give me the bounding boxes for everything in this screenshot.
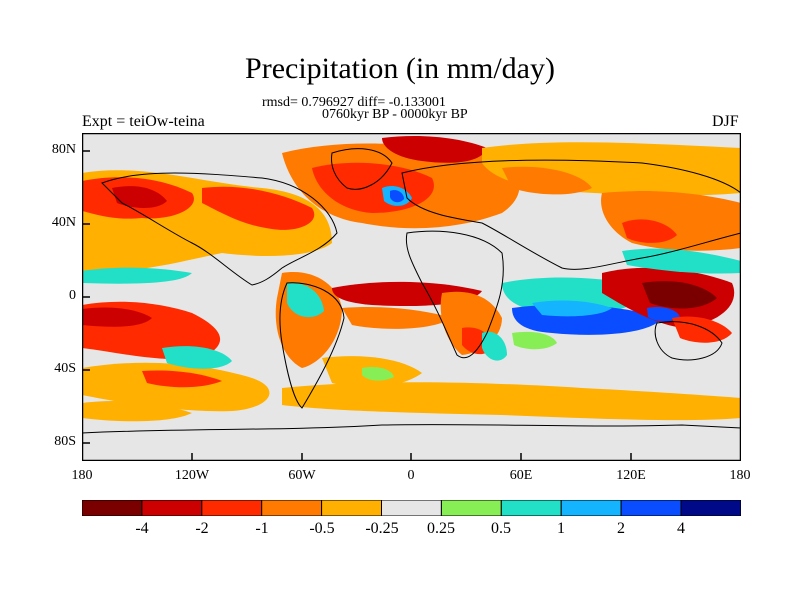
coastlines bbox=[82, 148, 741, 434]
japan-red bbox=[622, 219, 677, 243]
lat-tick-40s: 40S bbox=[54, 361, 76, 376]
experiment-label: Expt = teiOw-teina bbox=[82, 113, 205, 130]
indian-ocean-light-blue bbox=[532, 300, 612, 317]
lon-tick-120e: 120E bbox=[616, 468, 646, 483]
precipitation-map bbox=[82, 133, 741, 461]
colorbar-box-2 bbox=[141, 500, 203, 516]
africa-coast bbox=[405, 230, 504, 359]
siberia-orange bbox=[502, 166, 592, 195]
madagascar-cyan bbox=[482, 331, 507, 361]
tropical-pacific-cyan bbox=[82, 267, 192, 284]
lon-tick-60w: 60W bbox=[288, 468, 316, 483]
south-america-coast bbox=[279, 282, 345, 409]
south-america-cyan bbox=[287, 282, 324, 318]
antarctica-coast bbox=[82, 424, 741, 434]
colorbar-label-8: 1 bbox=[557, 520, 565, 537]
australia-coast bbox=[654, 321, 723, 361]
western-pacific-cyan bbox=[622, 248, 741, 274]
southwest-pacific-orange bbox=[82, 401, 192, 422]
colorbar-box-4 bbox=[261, 500, 323, 516]
colorbar-box-10 bbox=[620, 500, 682, 516]
plot-title: Precipitation (in mm/day) bbox=[245, 52, 555, 85]
south-pacific-red-stripe bbox=[142, 370, 222, 388]
colorbar-box-9 bbox=[560, 500, 622, 516]
lon-tick-120w: 120W bbox=[174, 468, 210, 483]
period-line: 0760kyr BP - 0000kyr BP bbox=[322, 107, 468, 122]
colorbar-label-4: -0.5 bbox=[309, 520, 335, 537]
lon-tick-0: 0 bbox=[407, 468, 415, 483]
colorbar-label-9: 2 bbox=[617, 520, 625, 537]
southern-ocean-orange-band bbox=[282, 382, 741, 421]
north-america-coast bbox=[101, 172, 338, 286]
stats-line: rmsd= 0.796927 diff= -0.133001 bbox=[262, 95, 446, 110]
colorbar bbox=[82, 500, 741, 516]
colorbar-label-6: 0.25 bbox=[427, 520, 455, 537]
lat-tick-0: 0 bbox=[69, 288, 76, 303]
lon-tick-180e: 180 bbox=[729, 468, 751, 483]
eurasia-coast bbox=[401, 159, 741, 270]
colorbar-box-1 bbox=[82, 500, 143, 516]
norway-red bbox=[382, 136, 487, 163]
colorbar-box-3 bbox=[201, 500, 263, 516]
lat-tick-80s: 80S bbox=[54, 434, 76, 449]
colorbar-box-6 bbox=[381, 500, 442, 516]
colorbar-label-1: -4 bbox=[135, 520, 149, 537]
colorbar-box-5 bbox=[321, 500, 383, 516]
axis-ticks bbox=[82, 150, 632, 461]
north-america-red-patch bbox=[202, 186, 315, 230]
colorbar-box-8 bbox=[500, 500, 562, 516]
season-label: DJF bbox=[712, 113, 739, 130]
lon-tick-180w: 180 bbox=[71, 468, 93, 483]
colorbar-label-7: 0.5 bbox=[491, 520, 511, 537]
colorbar-label-2: -2 bbox=[195, 520, 209, 537]
atlantic-itcz-orange bbox=[342, 307, 452, 329]
greenland-coast bbox=[331, 148, 393, 190]
colorbar-box-7 bbox=[440, 500, 502, 516]
colorbar-label-10: 4 bbox=[677, 520, 685, 537]
south-pacific-cyan bbox=[162, 346, 232, 369]
equatorial-pacific-dark bbox=[82, 307, 152, 327]
lon-tick-60e: 60E bbox=[509, 468, 533, 483]
colorbar-box-11 bbox=[680, 500, 741, 516]
north-sea-navy bbox=[390, 190, 404, 203]
south-atlantic-green bbox=[362, 367, 394, 381]
maritime-continent-blue bbox=[647, 307, 680, 322]
south-indian-green bbox=[512, 331, 557, 350]
colorbar-label-3: -1 bbox=[255, 520, 269, 537]
alaska-dark-red bbox=[112, 186, 167, 208]
lat-tick-80n: 80N bbox=[51, 142, 76, 157]
colorbar-label-5: -0.25 bbox=[365, 520, 399, 537]
lat-tick-40n: 40N bbox=[51, 215, 76, 230]
maritime-continent-dark bbox=[642, 281, 717, 309]
